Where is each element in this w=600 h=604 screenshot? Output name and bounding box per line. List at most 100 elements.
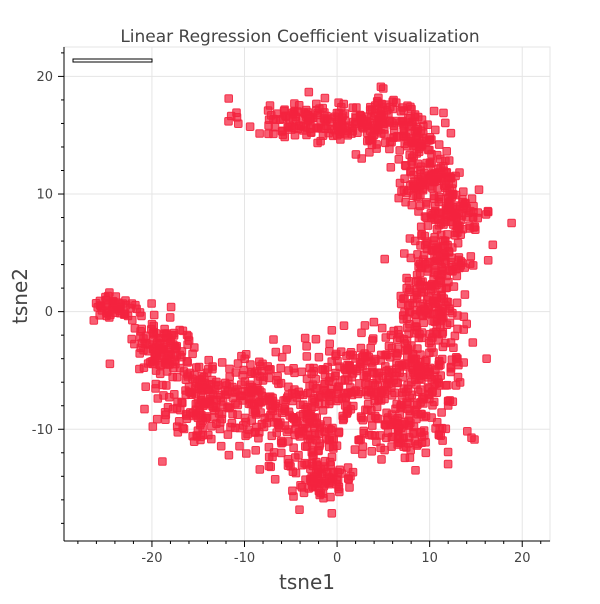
data-point	[394, 155, 404, 164]
data-point	[334, 484, 343, 494]
data-point	[507, 218, 516, 228]
data-point	[434, 140, 444, 149]
data-point	[453, 238, 463, 248]
data-point	[462, 319, 471, 329]
data-point	[334, 428, 344, 438]
data-point	[160, 408, 170, 417]
data-point	[291, 453, 300, 462]
data-point	[155, 369, 165, 379]
data-point	[383, 375, 393, 385]
y-tick-label: 0	[45, 305, 53, 320]
data-point	[453, 354, 462, 363]
data-point	[401, 197, 410, 207]
data-point	[197, 395, 206, 405]
data-point	[264, 442, 274, 452]
data-point	[166, 302, 176, 312]
data-point	[266, 462, 275, 472]
data-point	[325, 339, 334, 349]
data-point	[368, 421, 377, 430]
data-point	[437, 408, 446, 417]
data-point	[320, 456, 330, 466]
data-point	[130, 324, 140, 333]
data-point	[451, 381, 461, 390]
data-point	[327, 326, 337, 335]
data-point	[483, 207, 493, 217]
data-point	[164, 345, 174, 354]
data-point	[412, 322, 421, 332]
data-point	[314, 352, 324, 362]
data-point	[320, 93, 330, 103]
data-point	[339, 321, 349, 330]
data-point	[304, 87, 314, 97]
data-point	[452, 298, 462, 308]
data-point	[374, 395, 383, 405]
data-point	[282, 345, 291, 354]
data-point	[151, 379, 161, 389]
data-point	[326, 492, 335, 502]
data-point	[306, 128, 316, 137]
data-point	[441, 381, 450, 390]
data-point	[295, 411, 305, 421]
data-point	[147, 299, 156, 308]
data-point	[277, 352, 287, 362]
data-point	[401, 132, 411, 142]
data-point	[192, 363, 201, 372]
data-point	[387, 383, 396, 392]
data-point	[488, 240, 498, 250]
data-point	[395, 409, 405, 419]
data-point	[194, 408, 204, 418]
data-point	[404, 287, 414, 297]
data-point	[165, 313, 175, 322]
data-point	[482, 354, 491, 363]
data-point	[175, 350, 185, 360]
data-point	[372, 375, 381, 384]
data-point	[288, 396, 297, 406]
data-point	[346, 471, 355, 481]
data-point	[368, 334, 378, 343]
data-point	[429, 397, 439, 407]
data-point	[255, 465, 265, 474]
data-point	[307, 404, 316, 413]
data-point	[456, 257, 466, 266]
data-point	[443, 459, 453, 469]
data-point	[299, 400, 308, 409]
data-point	[178, 398, 187, 408]
data-point	[296, 481, 305, 490]
data-point	[465, 259, 475, 268]
data-point	[446, 367, 456, 377]
data-point	[270, 401, 280, 411]
data-point	[242, 449, 251, 458]
data-point	[434, 221, 444, 230]
data-point	[415, 268, 425, 278]
data-point	[460, 290, 470, 299]
data-point	[337, 118, 346, 128]
x-axis-label: tsne1	[279, 570, 335, 594]
data-point	[277, 448, 286, 458]
data-point	[220, 390, 230, 399]
data-point	[354, 435, 363, 445]
data-point	[160, 329, 169, 338]
data-point	[410, 294, 419, 304]
data-point	[116, 304, 125, 314]
data-point	[421, 411, 431, 421]
data-point	[394, 438, 404, 447]
data-point	[443, 206, 453, 215]
data-point	[433, 184, 442, 193]
data-point	[441, 118, 450, 128]
data-point	[343, 463, 353, 472]
data-point	[416, 427, 426, 437]
data-point	[287, 388, 297, 398]
data-point	[294, 429, 304, 438]
data-point	[204, 430, 213, 440]
data-point	[320, 386, 330, 396]
data-points	[89, 82, 516, 518]
data-point	[413, 250, 422, 259]
data-point	[141, 382, 150, 391]
data-point	[217, 358, 227, 367]
legend-box[interactable]	[72, 58, 153, 63]
x-tick-label: 20	[514, 551, 531, 566]
data-point	[288, 467, 298, 476]
data-point	[140, 404, 149, 414]
data-point	[455, 168, 464, 177]
data-point	[442, 147, 451, 156]
